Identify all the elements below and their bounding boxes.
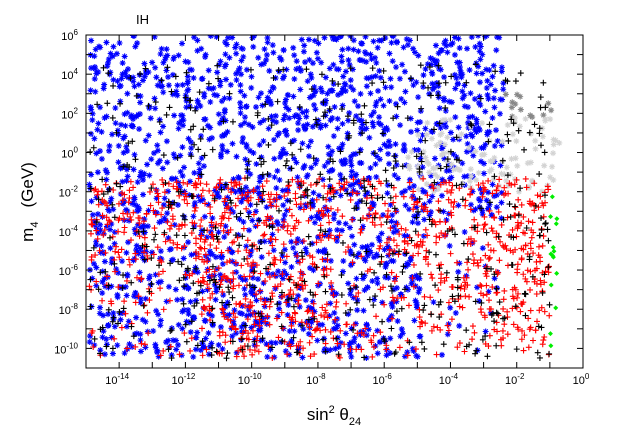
y-tick-exp: -8: [71, 302, 79, 311]
series-1-markers: [502, 91, 555, 121]
data-points: [86, 35, 563, 362]
x-tick-label: 10-2: [505, 372, 525, 387]
x-tick-base: 10: [439, 375, 451, 387]
x-tick-label: 10-4: [439, 372, 459, 387]
y-tick-exp: -10: [66, 341, 78, 350]
x-tick-exp: -12: [184, 372, 196, 381]
x-tick-base: 10: [171, 375, 183, 387]
x-tick-label: 10-8: [306, 372, 326, 387]
y-title-base: m: [18, 228, 37, 242]
x-tick-base: 10: [105, 375, 117, 387]
y-tick-label: 10-2: [59, 185, 79, 200]
y-tick-label: 100: [61, 146, 78, 161]
x-tick-label: 100: [573, 372, 590, 387]
x-title-base: sin: [307, 405, 329, 424]
series-4-markers: [87, 61, 553, 362]
y-tick-label: 104: [61, 67, 78, 82]
y-tick-base: 10: [59, 305, 71, 317]
x-tick-base: 10: [573, 375, 585, 387]
x-tick-exp: -10: [250, 372, 262, 381]
tick-labels: 10-14 10-12 10-10 10-8 10-6 10-4 10-2 10010-101…: [54, 28, 590, 387]
y-tick-exp: -6: [71, 263, 79, 272]
y-tick-exp: 4: [74, 67, 79, 76]
y-tick-label: 102: [61, 106, 78, 121]
x-tick-exp: -2: [517, 372, 525, 381]
y-tick-exp: -4: [71, 224, 79, 233]
x-tick-exp: -8: [318, 372, 326, 381]
y-title-sub: 4: [29, 222, 41, 228]
y-tick-label: 10-8: [59, 302, 79, 317]
y-tick-label: 106: [61, 28, 78, 43]
x-tick-exp: -14: [117, 372, 129, 381]
y-tick-base: 10: [61, 149, 73, 161]
y-tick-base: 10: [61, 31, 73, 43]
series-0: [86, 35, 507, 362]
y-tick-exp: -2: [71, 185, 79, 194]
x-tick-base: 10: [505, 375, 517, 387]
x-tick-exp: 0: [585, 372, 590, 381]
y-tick-base: 10: [59, 188, 71, 200]
y-tick-base: 10: [61, 109, 73, 121]
y-tick-exp: 2: [74, 106, 79, 115]
series-5: [547, 194, 560, 349]
y-tick-exp: 0: [74, 146, 79, 155]
y-title-unit: (GeV): [18, 162, 37, 207]
x-tick-base: 10: [238, 375, 250, 387]
x-tick-exp: -4: [451, 372, 459, 381]
series-3: [86, 175, 553, 361]
x-title-symbol: θ: [335, 405, 349, 424]
x-axis-title: sin2 θ24: [307, 404, 361, 428]
x-tick-label: 10-14: [105, 372, 129, 387]
x-tick-base: 10: [306, 375, 318, 387]
y-tick-base: 10: [61, 70, 73, 82]
series-2-markers: [405, 115, 563, 195]
series-1: [502, 91, 555, 121]
y-tick-base: 10: [59, 266, 71, 278]
series-4: [87, 61, 553, 362]
chart-annotation: IH: [136, 12, 149, 27]
x-tick-label: 10-6: [373, 372, 393, 387]
x-tick-base: 10: [373, 375, 385, 387]
series-0-markers: [86, 35, 507, 362]
axis-ticks: [85, 34, 584, 369]
plot-frame: [85, 34, 584, 369]
series-5-markers: [547, 194, 560, 349]
x-tick-label: 10-10: [238, 372, 262, 387]
y-tick-exp: 6: [74, 28, 79, 37]
series-3-markers: [86, 175, 553, 361]
x-tick-exp: -6: [385, 372, 393, 381]
series-2: [405, 115, 563, 195]
y-tick-base: 10: [59, 227, 71, 239]
x-title-sub: 24: [349, 416, 361, 428]
y-tick-label: 10-4: [59, 224, 79, 239]
y-tick-label: 10-6: [59, 263, 79, 278]
x-title-sup: 2: [329, 404, 335, 416]
y-tick-label: 10-10: [54, 341, 78, 356]
y-axis-title: m4 (GeV): [18, 162, 41, 242]
y-tick-base: 10: [54, 344, 66, 356]
x-tick-label: 10-12: [171, 372, 195, 387]
